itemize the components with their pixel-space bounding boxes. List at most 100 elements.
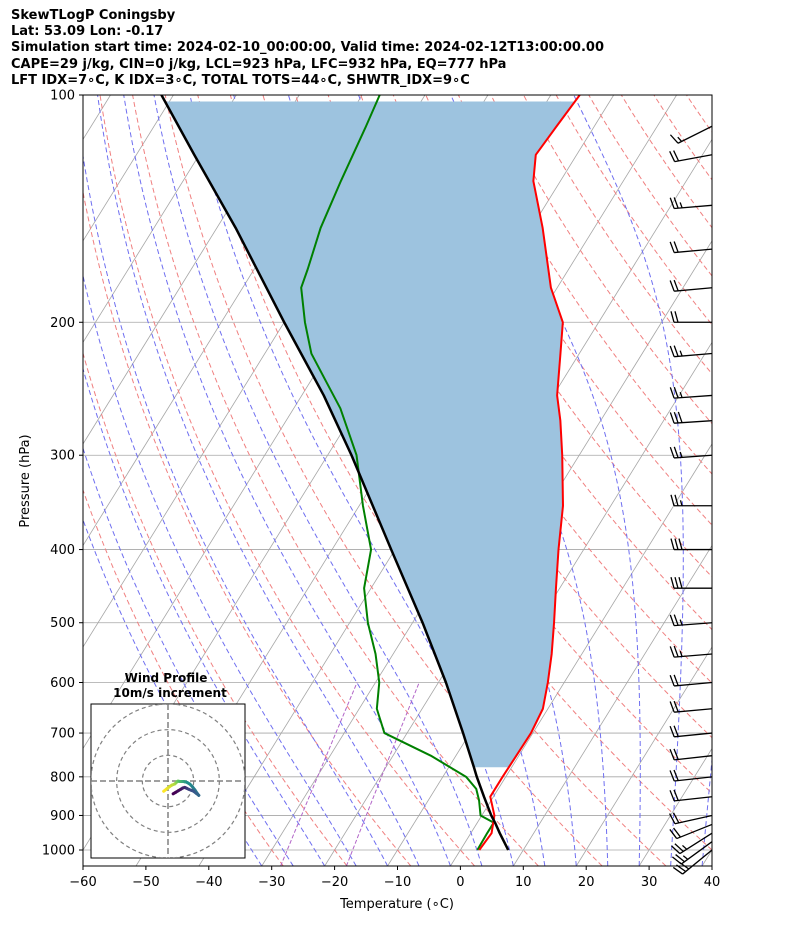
wind-barb — [669, 823, 713, 840]
wind-barb — [669, 446, 713, 459]
y-tick-label: 500 — [50, 616, 75, 631]
wind-barb — [669, 789, 713, 802]
dry-adiabat — [457, 95, 712, 475]
wind-barb — [669, 748, 713, 761]
dry-adiabat — [490, 95, 712, 425]
moist-adiabat — [450, 95, 641, 866]
y-tick-label: 200 — [50, 316, 75, 331]
y-tick-label: 400 — [50, 543, 75, 558]
y-tick-label: 900 — [50, 809, 75, 824]
wind-barb — [670, 494, 712, 507]
x-tick-label: 10 — [515, 875, 532, 890]
isotherm-line — [513, 544, 712, 866]
y-tick-label: 600 — [50, 676, 75, 691]
chart-header: SkewTLogP Coningsby Lat: 53.09 Lon: -0.1… — [11, 8, 604, 89]
dry-adiabat — [392, 95, 712, 578]
moist-adiabat — [123, 95, 451, 866]
moist-adiabat — [734, 95, 794, 866]
x-tick-label: 30 — [641, 875, 658, 890]
wind-barb — [669, 674, 713, 687]
wind-barb — [670, 577, 712, 589]
chart-title: SkewTLogP Coningsby — [11, 8, 176, 23]
dry-adiabat — [327, 95, 712, 684]
isotherm-line — [638, 747, 712, 866]
moist-adiabat — [701, 754, 712, 866]
wind-barb — [670, 311, 712, 323]
hodograph-segment — [171, 790, 178, 796]
isotherm-line — [450, 443, 712, 866]
x-tick-label: 20 — [578, 875, 595, 890]
dry-adiabat — [425, 95, 712, 526]
moist-adiabat — [83, 366, 326, 866]
wind-barb — [669, 197, 713, 210]
wind-barb — [671, 841, 713, 865]
y-tick-label: 700 — [50, 727, 75, 742]
y-tick-label: 300 — [50, 449, 75, 464]
isotherm-line — [701, 849, 712, 866]
x-tick-label: −40 — [195, 875, 222, 890]
dry-adiabat — [83, 351, 348, 866]
wind-barb — [670, 538, 712, 551]
wind-barb — [669, 769, 713, 782]
wind-barb — [669, 614, 713, 627]
isotherm-line — [83, 95, 237, 344]
x-tick-label: −30 — [258, 875, 285, 890]
moist-adiabat — [153, 95, 483, 866]
simulation-time-line: Simulation start time: 2024-02-10_00:00:… — [11, 40, 604, 56]
dry-adiabat — [620, 95, 712, 229]
dry-adiabat — [83, 488, 284, 866]
wind-barb — [671, 832, 713, 855]
wind-barb — [669, 279, 713, 292]
isotherm-line — [83, 95, 300, 445]
x-tick-label: −10 — [384, 875, 411, 890]
x-tick-label: −50 — [132, 875, 159, 890]
hodograph-trace — [162, 779, 201, 797]
dry-adiabat — [99, 95, 475, 866]
y-tick-label: 1000 — [42, 844, 75, 859]
isotherm-line — [83, 95, 174, 242]
x-tick-label: 40 — [704, 875, 721, 890]
dry-adiabat — [197, 95, 667, 866]
x-axis-ticks: −60 −50 −40 −30 −20 −10 0 10 20 30 40 — [69, 866, 720, 890]
wind-barb — [669, 411, 713, 424]
dry-adiabat — [164, 95, 603, 866]
wind-barb — [669, 725, 713, 738]
cape-area — [165, 101, 575, 768]
dry-adiabat — [588, 95, 712, 277]
wind-barbs — [669, 125, 713, 875]
isotherm-line — [575, 646, 712, 866]
x-tick-label: −60 — [69, 875, 96, 890]
mixing-ratio-line — [280, 682, 358, 866]
hodograph-subtitle: 10m/s increment — [113, 686, 227, 700]
dry-adiabat — [719, 95, 794, 866]
hodograph-inset: Wind Profile 10m/s increment — [90, 671, 246, 859]
parcel-line — [160, 95, 510, 851]
moist-adiabat — [83, 518, 263, 866]
wind-barb — [669, 386, 713, 399]
indices-line-1: CAPE=29 j/kg, CIN=0 j/kg, LCL=923 hPa, L… — [11, 56, 507, 72]
hodograph-title: Wind Profile — [125, 671, 208, 685]
dry-adiabat — [686, 95, 712, 133]
y-axis-ticks: 1000 900 800 700 600 500 400 300 200 100 — [42, 89, 83, 859]
moist-adiabat — [573, 95, 684, 866]
wind-barb — [669, 125, 713, 144]
x-tick-label: 0 — [456, 875, 464, 890]
y-tick-label: 100 — [50, 89, 75, 104]
dewpoint-line — [300, 95, 495, 851]
dry-adiabat — [523, 95, 712, 375]
cape-fill — [165, 101, 575, 768]
wind-barb — [669, 150, 713, 163]
x-tick-label: −20 — [321, 875, 348, 890]
wind-barb — [669, 812, 713, 825]
wind-barb — [669, 241, 713, 254]
temperature-line — [478, 95, 581, 851]
mixing-ratio-line — [345, 682, 420, 866]
wind-barb — [669, 700, 713, 713]
location-line: Lat: 53.09 Lon: -0.17 — [11, 24, 164, 40]
indices-line-2: LFT IDX=7∘C, K IDX=3∘C, TOTAL TOTS=44∘C,… — [11, 72, 470, 88]
wind-barb — [669, 645, 713, 658]
dry-adiabat — [752, 95, 794, 866]
x-axis-label: Temperature (∘C) — [339, 897, 454, 912]
dry-adiabat — [784, 95, 794, 866]
